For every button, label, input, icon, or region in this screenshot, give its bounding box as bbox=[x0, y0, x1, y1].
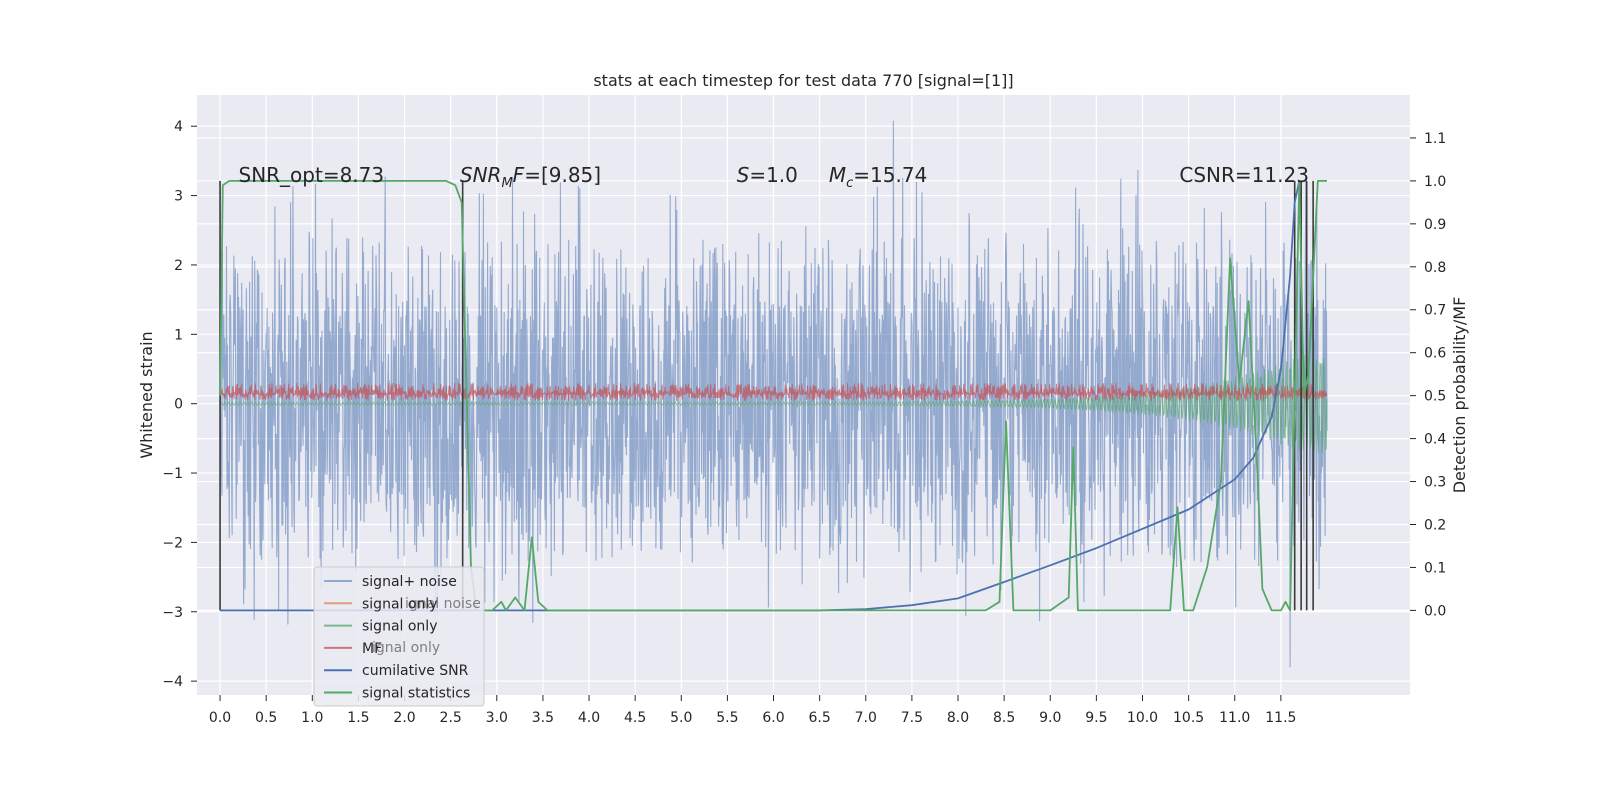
x-tick-label: 2.0 bbox=[393, 710, 415, 726]
x-tick-label: 0.5 bbox=[255, 710, 277, 726]
chart-title: stats at each timestep for test data 770… bbox=[593, 71, 1013, 90]
x-tick-label: 10.0 bbox=[1127, 710, 1158, 726]
x-tick-label: 6.5 bbox=[809, 710, 831, 726]
y-axis-left: −4 −3 −2 −1 0 1 2 3 4 bbox=[162, 119, 197, 690]
x-tick-label: 1.5 bbox=[347, 710, 369, 726]
annotation-snr-opt: SNR_opt=8.73 bbox=[239, 163, 385, 187]
legend-ghost-text: ignal only bbox=[372, 640, 440, 656]
y2-tick-label: 0.9 bbox=[1424, 217, 1446, 233]
series-signal-noise bbox=[219, 120, 1328, 668]
annotation-snr-mf: SNRMF=[9.85] bbox=[460, 163, 601, 191]
x-tick-label: 9.0 bbox=[1039, 710, 1061, 726]
x-tick-label: 2.5 bbox=[440, 710, 462, 726]
legend-label: signal statistics bbox=[362, 686, 470, 702]
y-tick-label: −3 bbox=[162, 605, 183, 621]
x-tick-label: 7.5 bbox=[901, 710, 923, 726]
x-tick-label: 4.5 bbox=[624, 710, 646, 726]
y2-tick-label: 0.6 bbox=[1424, 346, 1446, 362]
y-tick-label: 1 bbox=[174, 327, 183, 343]
legend-label: cumilative SNR bbox=[362, 663, 469, 679]
y2-tick-label: 0.5 bbox=[1424, 389, 1446, 405]
y2-tick-label: 1.0 bbox=[1424, 174, 1446, 190]
series-cumulative-snr bbox=[220, 180, 1301, 612]
legend-label: MF bbox=[362, 641, 382, 657]
y2-tick-label: 0.1 bbox=[1424, 560, 1446, 576]
annotation-csnr: CSNR=11.23 bbox=[1179, 163, 1309, 187]
series-signal-only bbox=[219, 354, 1328, 454]
legend-box bbox=[313, 566, 485, 707]
y-axis-right: 0.0 0.1 0.2 0.3 0.4 0.5 0.6 0.7 0.8 0.9 1.0 1.1 bbox=[1410, 131, 1446, 619]
y2-tick-label: 0.8 bbox=[1424, 260, 1446, 276]
x-tick-label: 3.0 bbox=[486, 710, 508, 726]
y2-tick-label: 0.7 bbox=[1424, 303, 1446, 319]
x-tick-label: 1.0 bbox=[301, 710, 323, 726]
x-tick-label: 4.0 bbox=[578, 710, 600, 726]
y-tick-label: 4 bbox=[174, 119, 183, 135]
y2-tick-label: 0.3 bbox=[1424, 475, 1446, 491]
x-tick-label: 7.0 bbox=[855, 710, 877, 726]
y-axis-label: Whitened strain bbox=[137, 331, 156, 458]
y2-tick-label: 0.4 bbox=[1424, 432, 1446, 448]
legend: ignal noise ignal only signal+ noise signal… bbox=[313, 566, 485, 707]
y2-axis-label: Detection probability/MF bbox=[1450, 297, 1469, 494]
x-axis: 0.0 0.5 1.0 1.5 2.0 2.5 3.0 3.5 4.0 4.5 5.0 5.5 6.0 6… bbox=[209, 695, 1296, 726]
y-tick-label: −1 bbox=[162, 466, 183, 482]
x-tick-label: 8.0 bbox=[947, 710, 969, 726]
x-tick-label: 3.5 bbox=[532, 710, 554, 726]
legend-ghost-text: ignal noise bbox=[405, 596, 481, 612]
legend-label: signal only bbox=[362, 619, 437, 635]
x-tick-label: 10.5 bbox=[1173, 710, 1204, 726]
annotation-mc-val: Mc=15.74 bbox=[829, 163, 927, 191]
y2-tick-label: 0.0 bbox=[1424, 603, 1446, 619]
x-tick-label: 6.0 bbox=[762, 710, 784, 726]
y-tick-label: 2 bbox=[174, 258, 183, 274]
y-tick-label: 3 bbox=[174, 189, 183, 205]
x-tick-label: 9.5 bbox=[1085, 710, 1107, 726]
y2-tick-label: 1.1 bbox=[1424, 131, 1446, 147]
annotations: SNR_opt=8.73 SNRMF=[9.85] S=1.0 Mc=15.74 CSN… bbox=[239, 163, 1309, 191]
y-tick-label: −4 bbox=[162, 674, 183, 690]
legend-label: signal+ noise bbox=[362, 574, 457, 590]
annotation-s-val: S=1.0 bbox=[737, 163, 798, 187]
x-tick-label: 5.5 bbox=[716, 710, 738, 726]
x-tick-label: 5.0 bbox=[670, 710, 692, 726]
series-mf bbox=[219, 382, 1328, 401]
x-tick-label: 0.0 bbox=[209, 710, 231, 726]
legend-label: signal only bbox=[362, 596, 437, 612]
y-tick-label: 0 bbox=[174, 397, 183, 413]
y-tick-label: −2 bbox=[162, 535, 183, 551]
x-tick-label: 11.5 bbox=[1265, 710, 1296, 726]
x-tick-label: 11.0 bbox=[1219, 710, 1250, 726]
y2-tick-label: 0.2 bbox=[1424, 517, 1446, 533]
x-tick-label: 8.5 bbox=[993, 710, 1015, 726]
